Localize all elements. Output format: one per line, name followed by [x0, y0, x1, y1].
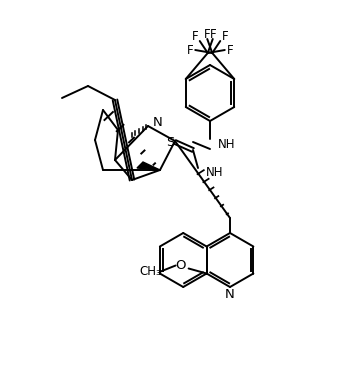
Text: S: S: [166, 135, 174, 149]
Text: O: O: [175, 259, 186, 272]
Text: F: F: [209, 28, 216, 40]
Text: NH: NH: [218, 138, 236, 150]
Text: NH: NH: [206, 166, 223, 180]
Text: F: F: [204, 28, 211, 40]
Text: F: F: [192, 31, 198, 43]
Text: F: F: [222, 31, 228, 43]
Text: F: F: [227, 43, 233, 56]
Text: N: N: [225, 288, 235, 301]
Text: N: N: [153, 116, 163, 129]
Polygon shape: [137, 162, 160, 170]
Text: F: F: [187, 43, 194, 56]
Text: CH₃: CH₃: [140, 265, 161, 278]
